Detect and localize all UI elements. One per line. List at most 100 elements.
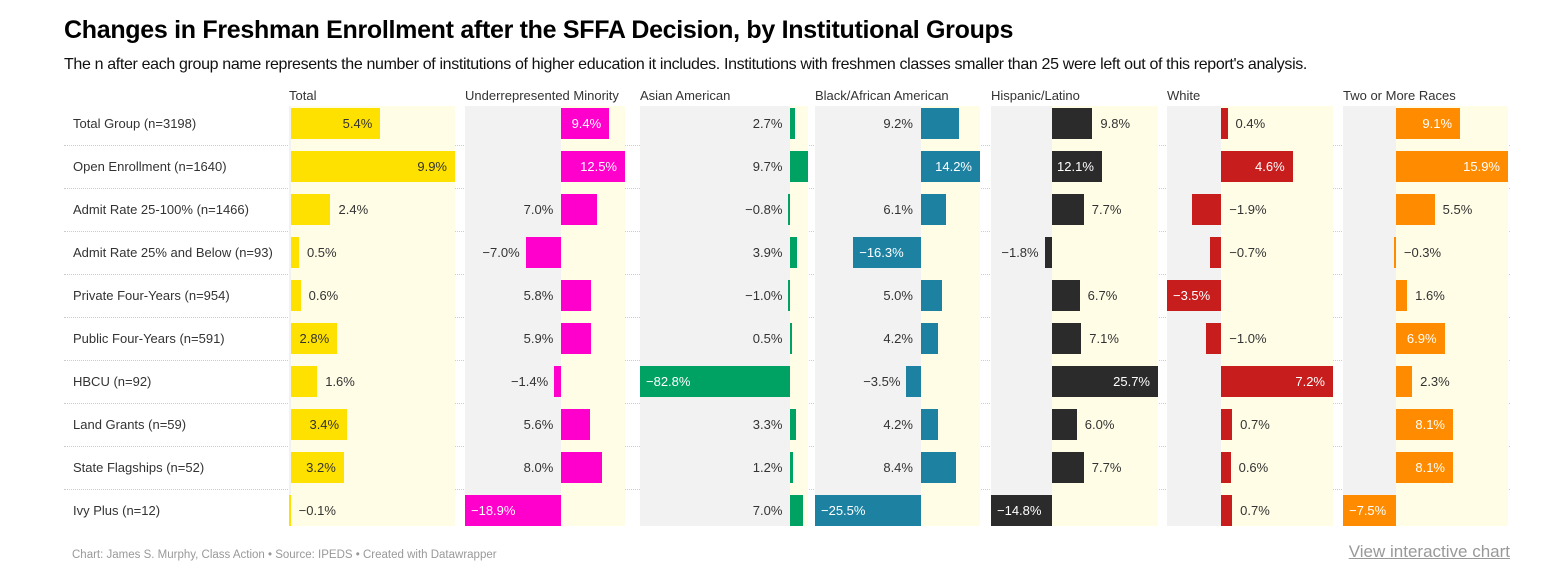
bar: [465, 495, 562, 526]
bar: [1205, 323, 1222, 354]
bar: [290, 194, 331, 225]
bar: [1395, 366, 1413, 397]
bar: [1052, 108, 1093, 139]
data-label: 6.0%: [1084, 417, 1115, 432]
bar: [1395, 194, 1435, 225]
data-label: 15.9%: [1463, 159, 1500, 174]
column-header-two-or-more-races: Two or More Races: [1343, 88, 1456, 103]
row-label: HBCU (n=92): [73, 374, 152, 389]
data-label: −1.8%: [1001, 245, 1039, 260]
bar: [920, 280, 942, 311]
bar: [1221, 366, 1333, 397]
data-label: 4.2%: [883, 417, 913, 432]
data-label: 0.5%: [752, 331, 783, 346]
data-label: 0.7%: [1240, 417, 1270, 432]
data-label: 3.9%: [752, 245, 783, 260]
column-background-negative: [465, 106, 562, 526]
bar: [790, 495, 804, 526]
bar: [853, 237, 921, 268]
bar: [1393, 237, 1396, 268]
data-label: 1.2%: [752, 460, 783, 475]
data-label: 6.9%: [1406, 331, 1437, 346]
data-label: 8.1%: [1415, 460, 1445, 475]
data-label: −1.0%: [1229, 331, 1267, 346]
bar: [290, 323, 338, 354]
column-background-negative: [1343, 106, 1396, 526]
row-label: Admit Rate 25-100% (n=1466): [73, 202, 249, 217]
bar: [920, 323, 939, 354]
bar: [525, 237, 562, 268]
data-label: −7.5%: [1349, 503, 1387, 518]
bar: [561, 452, 603, 483]
data-label: 8.4%: [883, 460, 913, 475]
bar: [288, 495, 291, 526]
bar: [1395, 280, 1408, 311]
data-label: −82.8%: [646, 374, 691, 389]
bar: [906, 366, 921, 397]
bar: [1343, 495, 1396, 526]
data-label: 12.5%: [580, 159, 617, 174]
bar: [920, 452, 956, 483]
data-label: −0.3%: [1403, 245, 1442, 260]
data-label: 6.1%: [883, 202, 913, 217]
data-label: 25.7%: [1113, 374, 1150, 389]
data-label: 8.1%: [1415, 417, 1445, 432]
data-label: 7.7%: [1091, 202, 1122, 217]
data-label: 7.1%: [1089, 331, 1119, 346]
bar: [1052, 452, 1084, 483]
data-label: 5.9%: [523, 331, 554, 346]
data-label: 9.8%: [1100, 116, 1131, 131]
chart-title: Changes in Freshman Enrollment after the…: [64, 16, 1014, 44]
data-label: 0.4%: [1235, 116, 1266, 131]
data-label: 12.1%: [1057, 159, 1094, 174]
data-label: 0.7%: [1240, 503, 1270, 518]
data-label: 0.6%: [1238, 460, 1269, 475]
bar: [1052, 409, 1077, 440]
bar: [290, 151, 455, 182]
data-label: 4.2%: [883, 331, 913, 346]
data-label: 7.2%: [1295, 374, 1325, 389]
data-label: −1.0%: [745, 288, 783, 303]
bar: [1395, 323, 1445, 354]
bar: [1395, 409, 1453, 440]
data-label: 9.9%: [417, 159, 447, 174]
column-header-hispanic-latino: Hispanic/Latino: [991, 88, 1080, 103]
bar: [920, 409, 939, 440]
bar: [1221, 409, 1233, 440]
data-label: 5.0%: [883, 288, 913, 303]
bar: [788, 280, 791, 311]
bar: [1167, 280, 1222, 311]
column-background-negative: [640, 106, 791, 526]
bar: [640, 366, 791, 397]
data-label: 7.0%: [752, 503, 783, 518]
data-label: −14.8%: [997, 503, 1042, 518]
data-label: −7.0%: [482, 245, 520, 260]
bar: [1221, 151, 1293, 182]
bar: [991, 495, 1053, 526]
column-header-total: Total: [289, 88, 317, 103]
bar: [561, 108, 610, 139]
bar: [561, 280, 591, 311]
bar: [1044, 237, 1053, 268]
row-label: Open Enrollment (n=1640): [73, 159, 227, 174]
data-label: 1.6%: [1415, 288, 1445, 303]
data-label: −1.9%: [1229, 202, 1267, 217]
row-label: Land Grants (n=59): [73, 417, 187, 432]
data-label: 0.6%: [308, 288, 339, 303]
data-label: 4.6%: [1255, 159, 1285, 174]
data-label: 2.8%: [299, 331, 330, 346]
column-background-negative: [815, 106, 921, 526]
column-background-negative: [1167, 106, 1222, 526]
data-label: 5.6%: [523, 417, 554, 432]
data-label: 7.0%: [523, 202, 554, 217]
data-label: −3.5%: [1173, 288, 1211, 303]
view-interactive-chart-link[interactable]: View interactive chart: [1348, 542, 1510, 561]
bar: [1395, 108, 1461, 139]
bar: [1221, 452, 1231, 483]
bar: [790, 409, 797, 440]
row-label: Total Group (n=3198): [73, 116, 197, 131]
column-header-white: White: [1167, 88, 1201, 103]
bar: [561, 323, 592, 354]
data-label: 9.2%: [883, 116, 913, 131]
